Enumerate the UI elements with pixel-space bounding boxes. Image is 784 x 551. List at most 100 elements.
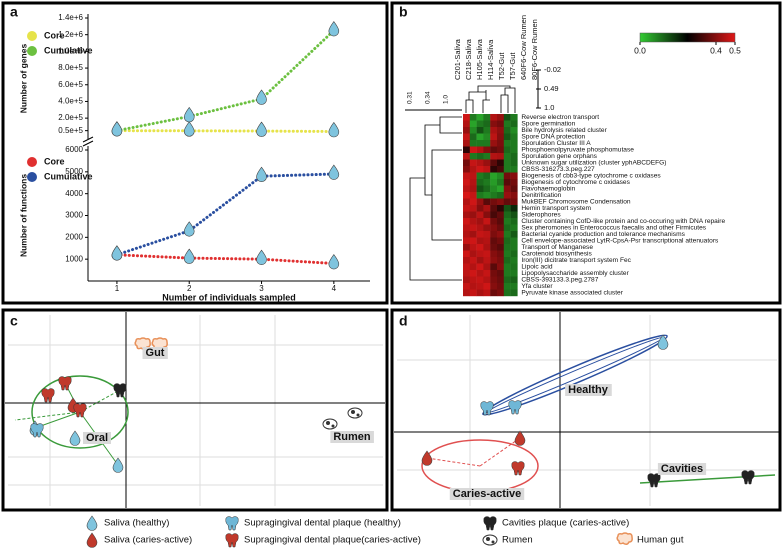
cow-spot <box>486 537 490 541</box>
heatmap-cell <box>497 159 504 167</box>
heatmap-cell <box>463 127 470 134</box>
heatmap-cell <box>497 114 504 121</box>
heatmap-cell <box>497 179 504 186</box>
heatmap-cell <box>503 276 511 284</box>
heatmap-cell <box>483 289 491 297</box>
heatmap-cell <box>469 205 477 212</box>
heatmap-cell <box>483 153 491 160</box>
annotation-bg <box>657 463 707 475</box>
heatmap-cell <box>483 172 491 180</box>
legend-swatch <box>27 46 37 56</box>
heatmap-cell <box>510 205 518 212</box>
column-label: T57-Gut <box>508 52 517 80</box>
heatmap-cell <box>490 179 498 186</box>
heatmap-cell <box>483 205 491 212</box>
heatmap-cell <box>463 205 470 212</box>
heatmap-cell <box>476 133 484 141</box>
row-label: Pyruvate kinase associated cluster <box>521 290 623 297</box>
legend-label: Core <box>44 30 65 40</box>
column-label: H114-Saliva <box>486 39 495 80</box>
heatmap-cell <box>469 257 477 264</box>
panel-label: c <box>10 313 18 329</box>
heatmap-cell <box>463 198 470 206</box>
annotation-bg <box>142 347 168 359</box>
heatmap-cell <box>483 166 491 173</box>
annotation: Caries-active <box>453 488 522 500</box>
heatmap-cell <box>476 263 484 271</box>
legend-icon <box>86 515 98 531</box>
legend-icon <box>225 533 239 548</box>
heatmap-cell <box>490 283 498 290</box>
data-point <box>256 121 267 137</box>
heatmap-cell <box>497 218 504 225</box>
heatmap-cell <box>469 159 477 167</box>
heatmap-cell <box>490 231 498 238</box>
drop-icon <box>183 221 195 237</box>
panel-b-frame <box>390 1 782 305</box>
heatmap-cell <box>510 159 518 167</box>
data-point <box>183 121 195 137</box>
data-point <box>256 166 267 182</box>
heatmap-cell <box>483 133 491 141</box>
legend-label: Supragingival dental plaque (healthy) <box>244 518 401 529</box>
heatmap-cell <box>490 166 498 173</box>
heatmap-cell <box>463 146 470 154</box>
heatmap-cell <box>503 263 511 271</box>
heatmap-cell <box>490 114 498 121</box>
heatmap-cell <box>510 133 518 141</box>
heatmap-cell <box>510 211 518 219</box>
heatmap-cell <box>503 192 511 199</box>
drop-icon <box>421 450 433 466</box>
row-label: Hemin transport system <box>521 205 591 212</box>
heatmap-cell <box>469 250 477 258</box>
dendrogram-label: 0.31 <box>407 91 414 104</box>
drop-icon <box>328 121 340 138</box>
tooth-icon <box>225 516 239 531</box>
data-point <box>514 430 526 446</box>
data-point <box>69 430 81 446</box>
annotation-bg <box>449 488 525 500</box>
heatmap-cell <box>469 198 477 206</box>
heatmap-cell <box>490 244 498 251</box>
heatmap-cell <box>497 257 504 264</box>
heatmap-cell <box>503 114 511 121</box>
row-label: MukBEF Chromosome Condensation <box>521 199 631 206</box>
heatmap-cell <box>503 231 511 238</box>
heatmap-cell <box>503 159 511 167</box>
heatmap-cell <box>463 231 470 238</box>
heatmap-cell <box>490 153 498 160</box>
row-label: Phosphoenolpyruvate phosphomutase <box>521 147 634 154</box>
data-point <box>480 401 494 416</box>
panel-label: b <box>399 4 408 20</box>
heatmap-cell <box>463 140 470 147</box>
data-point <box>328 21 340 37</box>
heatmap-cell <box>503 133 511 141</box>
heatmap-cell <box>503 211 511 219</box>
data-point <box>347 407 363 419</box>
heatmap-cell <box>503 146 511 154</box>
heatmap-cell <box>497 283 504 290</box>
cow-spot <box>491 540 495 544</box>
row-label: Flavohaemoglobin <box>521 186 575 193</box>
heatmap-cell <box>510 270 518 277</box>
heatmap-cell <box>490 224 498 232</box>
heatmap-cell <box>463 172 470 180</box>
tooth-icon <box>30 423 44 438</box>
heatmap-cell <box>503 283 511 290</box>
heatmap-cell <box>490 289 498 297</box>
heatmap-cell <box>497 250 504 258</box>
heatmap-cell <box>510 192 518 199</box>
data-point <box>111 121 123 137</box>
row-label: Bacterial cyanide production and toleran… <box>521 231 685 238</box>
panel-c-frame <box>1 308 389 512</box>
tooth-icon <box>647 473 661 488</box>
y-tick-label: 2.0e+5 <box>58 113 83 122</box>
data-point <box>741 470 755 485</box>
data-point <box>328 254 340 270</box>
heatmap-cell <box>469 224 477 232</box>
heatmap-cell <box>490 263 498 271</box>
legend-label: Supragingival dental plaque(caries-activ… <box>244 535 421 546</box>
heatmap-cell <box>463 270 470 277</box>
heatmap-cell <box>463 166 470 173</box>
heatmap-cell <box>483 276 491 284</box>
